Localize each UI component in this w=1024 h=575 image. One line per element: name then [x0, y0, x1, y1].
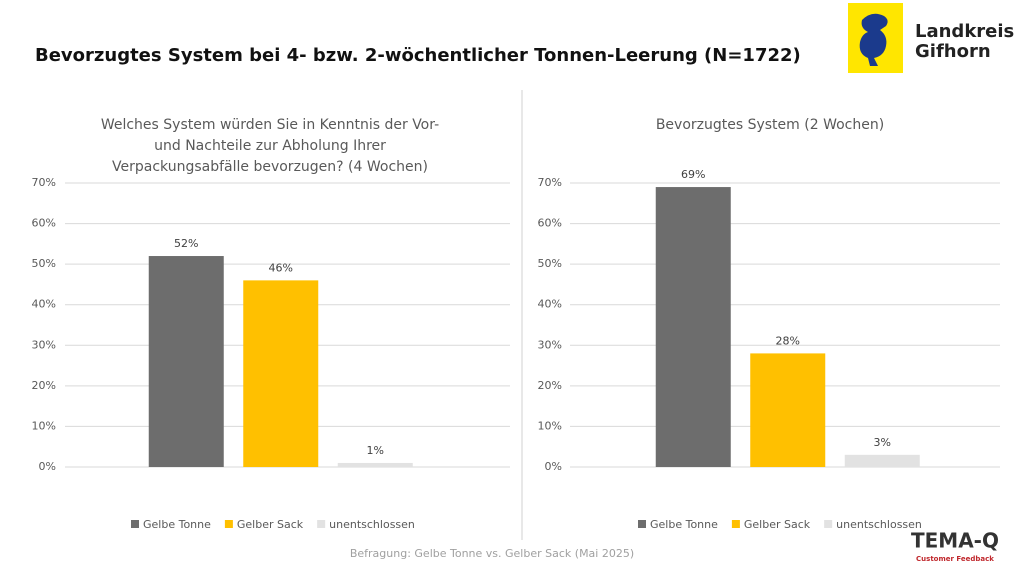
- footer: Befragung: Gelbe Tonne vs. Gelber Sack (…: [350, 547, 634, 560]
- legend-swatch: [131, 520, 139, 528]
- y-tick-label: 10%: [538, 419, 562, 432]
- logo: Landkreis Gifhorn: [848, 3, 1014, 73]
- data-label: 3%: [874, 436, 891, 449]
- data-label: 69%: [681, 168, 705, 181]
- y-tick-label: 30%: [538, 338, 562, 351]
- bar: [750, 353, 826, 467]
- chart-title: und Nachteile zur Abholung Ihrer: [154, 138, 386, 154]
- y-tick-label: 50%: [538, 257, 562, 270]
- y-tick-label: 70%: [538, 176, 562, 189]
- bar: [337, 462, 413, 467]
- legend-label: unentschlossen: [836, 518, 922, 531]
- logo-text: Landkreis: [915, 21, 1014, 42]
- y-tick-label: 40%: [538, 298, 562, 311]
- data-label: 28%: [776, 334, 800, 347]
- legend-swatch: [824, 520, 833, 528]
- legend-label: unentschlossen: [329, 518, 415, 531]
- logo-text: Gifhorn: [915, 41, 991, 62]
- legend-label: Gelber Sack: [237, 518, 304, 531]
- y-tick-label: 50%: [32, 257, 56, 270]
- y-tick-label: 0%: [39, 460, 56, 473]
- y-tick-label: 40%: [32, 298, 56, 311]
- legend-label: Gelber Sack: [744, 518, 811, 531]
- y-tick-label: 30%: [32, 338, 56, 351]
- chart-title: Verpackungsabfälle bevorzugen? (4 Wochen…: [112, 159, 428, 175]
- y-tick-label: 20%: [32, 379, 56, 392]
- y-tick-label: 60%: [32, 217, 56, 230]
- data-label: 46%: [269, 261, 293, 274]
- bar: [655, 187, 731, 468]
- y-tick-label: 20%: [538, 379, 562, 392]
- y-tick-label: 60%: [538, 217, 562, 230]
- legend-swatch: [317, 520, 326, 528]
- bar: [243, 280, 319, 467]
- bar: [148, 256, 224, 467]
- brand-tagline: Customer Feedback: [916, 555, 994, 563]
- brand: TEMA-Q Customer Feedback: [911, 529, 999, 564]
- y-tick-label: 10%: [32, 419, 56, 432]
- y-tick-label: 70%: [32, 176, 56, 189]
- data-label: 1%: [367, 444, 384, 457]
- legend-swatch: [638, 520, 646, 528]
- chart-title: Bevorzugtes System (2 Wochen): [656, 117, 884, 133]
- data-label: 52%: [174, 237, 198, 250]
- legend-label: Gelbe Tonne: [143, 518, 211, 531]
- chart-title: Welches System würden Sie in Kenntnis de…: [101, 117, 439, 133]
- logo-lion: [859, 13, 888, 66]
- y-tick-label: 0%: [545, 460, 562, 473]
- slide-title: Bevorzugtes System bei 4- bzw. 2-wöchent…: [35, 45, 801, 66]
- brand-name: TEMA-Q: [911, 529, 999, 553]
- legend-swatch: [224, 520, 233, 528]
- legend-swatch: [731, 520, 740, 528]
- bar: [844, 454, 920, 467]
- legend-label: Gelbe Tonne: [650, 518, 718, 531]
